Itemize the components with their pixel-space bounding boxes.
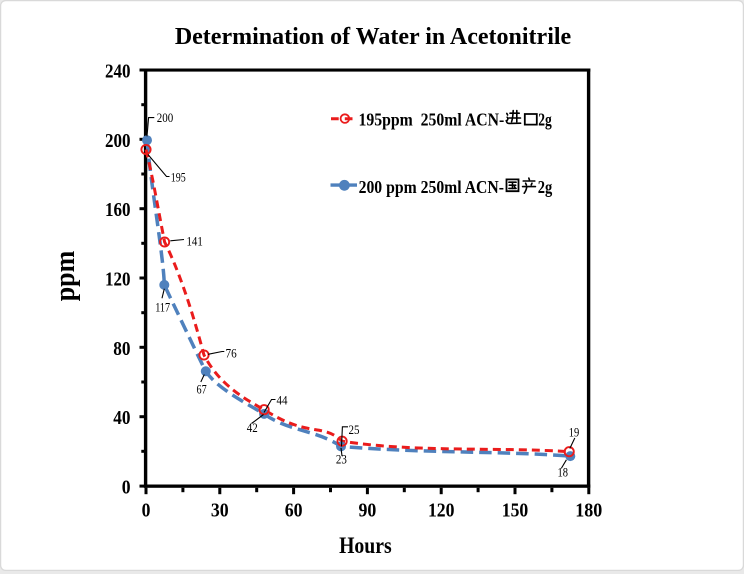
- svg-text:200: 200: [105, 130, 131, 152]
- svg-text:0: 0: [142, 499, 151, 521]
- svg-text:18: 18: [558, 464, 569, 479]
- svg-text:117: 117: [155, 300, 170, 315]
- svg-text:150: 150: [502, 499, 529, 521]
- svg-text:Hours: Hours: [339, 533, 392, 558]
- svg-text:141: 141: [187, 233, 203, 248]
- svg-text:120: 120: [105, 269, 131, 291]
- svg-text:67: 67: [197, 381, 208, 396]
- svg-text:80: 80: [113, 338, 130, 360]
- svg-text:200 ppm 250ml ACN-: 200 ppm 250ml ACN-: [359, 177, 504, 197]
- svg-text:195ppm 250ml ACN-: 195ppm 250ml ACN-: [359, 109, 505, 129]
- svg-text:30: 30: [211, 499, 229, 521]
- svg-text:40: 40: [113, 407, 130, 429]
- svg-text:23: 23: [336, 451, 347, 466]
- svg-text:180: 180: [575, 499, 602, 521]
- svg-text:2g: 2g: [538, 109, 552, 129]
- svg-text:160: 160: [105, 199, 131, 221]
- svg-text:60: 60: [285, 499, 303, 521]
- svg-text:19: 19: [569, 424, 580, 439]
- svg-text:44: 44: [277, 393, 288, 408]
- svg-text:200: 200: [157, 110, 174, 125]
- svg-text:195: 195: [171, 170, 186, 185]
- svg-text:Determination of Water in Acet: Determination of Water in Acetonitrile: [175, 24, 572, 50]
- svg-text:42: 42: [247, 420, 258, 435]
- svg-text:0: 0: [122, 477, 131, 499]
- svg-text:76: 76: [226, 346, 238, 361]
- svg-text:2g: 2g: [538, 177, 553, 197]
- svg-text:25: 25: [349, 422, 360, 437]
- svg-text:120: 120: [428, 499, 455, 521]
- svg-text:ppm: ppm: [50, 251, 81, 302]
- svg-text:240: 240: [105, 61, 131, 83]
- svg-text:90: 90: [359, 499, 377, 521]
